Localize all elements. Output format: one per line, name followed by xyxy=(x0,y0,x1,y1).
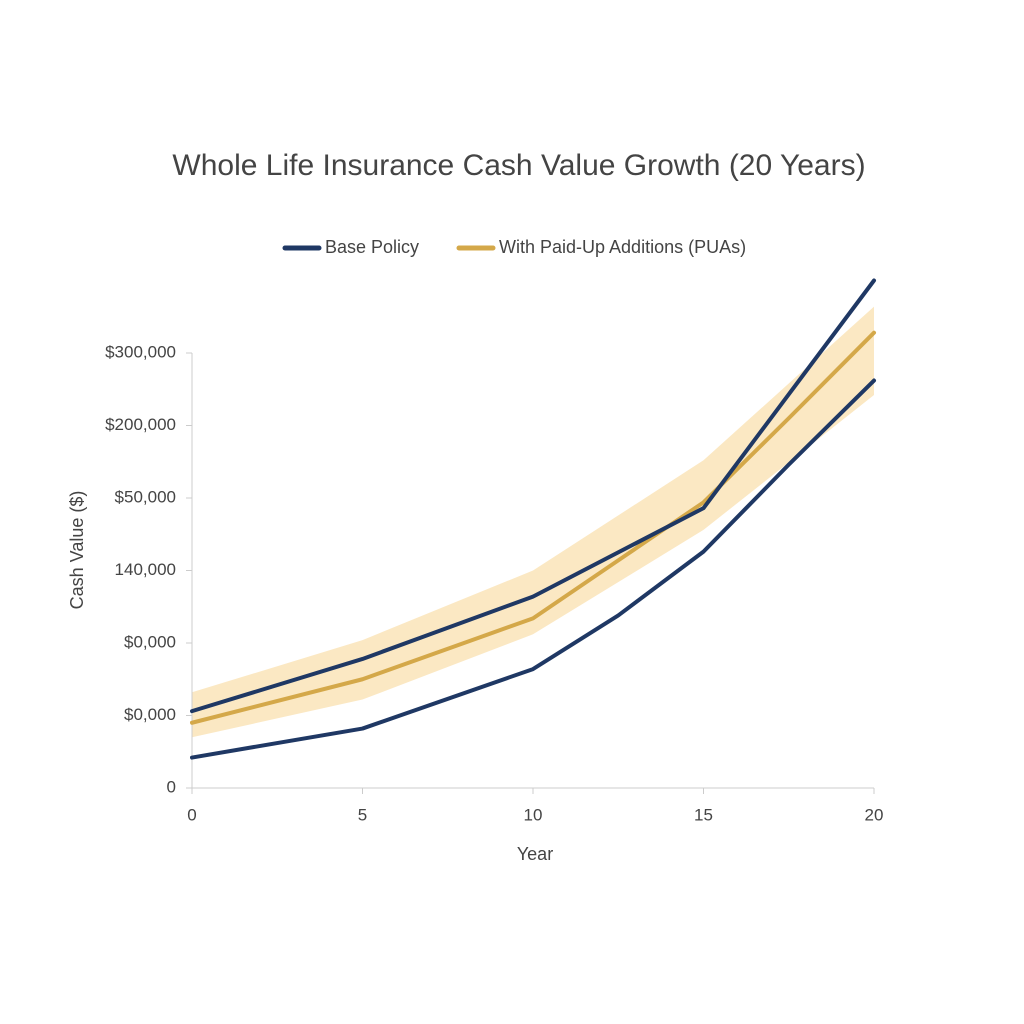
x-tick-label: 0 xyxy=(187,805,196,824)
y-tick-label: 0 xyxy=(167,777,176,796)
y-axis-label: Cash Value ($) xyxy=(67,491,87,610)
legend-label: With Paid-Up Additions (PUAs) xyxy=(499,237,746,257)
line-series xyxy=(190,330,876,725)
confidence-band xyxy=(192,306,874,738)
y-tick-label: $300,000 xyxy=(105,342,176,361)
y-tick-label: $200,000 xyxy=(105,415,176,434)
y-tick-label: $0,000 xyxy=(124,705,176,724)
y-tick-label: 140,000 xyxy=(115,560,176,579)
y-tick-label: $0,000 xyxy=(124,632,176,651)
x-tick-label: 10 xyxy=(524,805,543,824)
x-axis-label: Year xyxy=(517,844,553,864)
x-tick-label: 15 xyxy=(694,805,713,824)
line-series xyxy=(190,278,876,714)
x-tick-label: 20 xyxy=(865,805,884,824)
legend-label: Base Policy xyxy=(325,237,419,257)
line-series xyxy=(190,378,876,760)
y-tick-label: $50,000 xyxy=(115,487,176,506)
chart-title: Whole Life Insurance Cash Value Growth (… xyxy=(172,149,865,182)
x-tick-label: 5 xyxy=(358,805,367,824)
